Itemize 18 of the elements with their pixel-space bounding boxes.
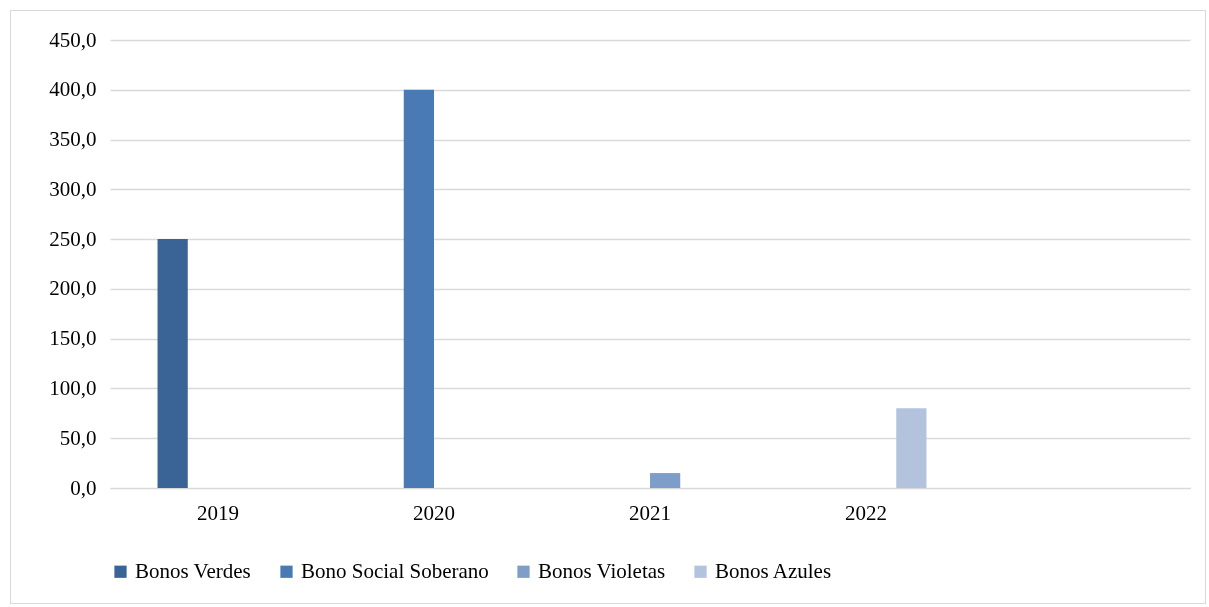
x-tick-label: 2022: [845, 500, 887, 525]
y-tick-label: 200,0: [49, 276, 97, 301]
y-tick-label: 150,0: [49, 326, 97, 351]
x-tick-label: 2020: [413, 500, 455, 525]
y-tick-label: 350,0: [49, 127, 97, 152]
legend-label: Bono Social Soberano: [301, 558, 489, 583]
y-tick-label: 250,0: [49, 226, 97, 251]
x-tick-label: 2021: [629, 500, 671, 525]
y-tick-label: 50,0: [59, 425, 97, 450]
y-tick-label: 100,0: [49, 375, 97, 400]
legend-label: Bonos Verdes: [135, 558, 251, 583]
legend-label: Bonos Violetas: [538, 558, 666, 583]
y-tick-label: 300,0: [49, 176, 97, 201]
y-tick-label: 400,0: [49, 77, 97, 102]
legend-label: Bonos Azules: [715, 558, 832, 583]
y-tick-label: 450,0: [49, 27, 97, 52]
x-tick-label: 2019: [197, 500, 239, 525]
y-tick-label: 0,0: [70, 475, 97, 500]
